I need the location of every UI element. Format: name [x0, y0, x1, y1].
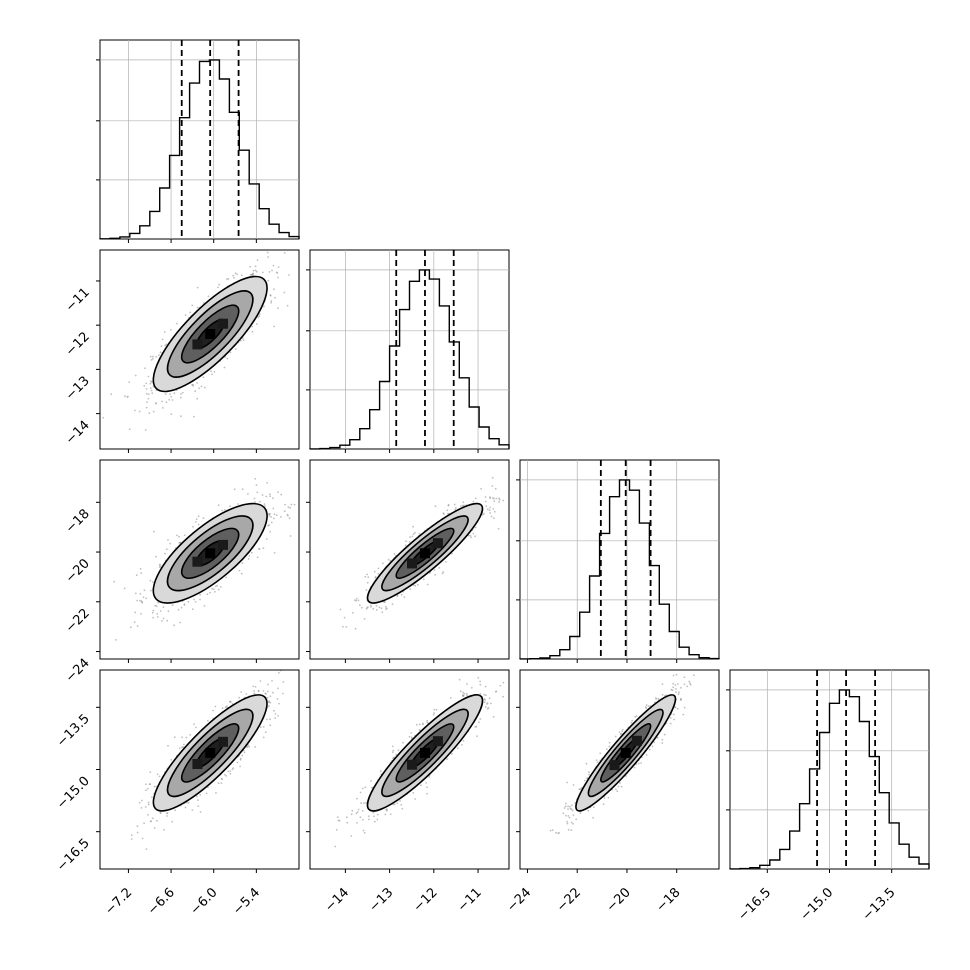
density-peak-cell [407, 558, 417, 569]
y-tick-label: −20 [63, 556, 93, 586]
x-tick-label: −16.5 [735, 885, 774, 924]
contour-line-3 [395, 723, 455, 783]
x-tick-label: −6.6 [145, 885, 178, 918]
density-peak-cell [205, 747, 216, 758]
y-tick-label: −22 [63, 606, 93, 636]
histogram-panel-2 [306, 249, 510, 453]
scatter-panel-2-4: −14 −13 −12 −11 [306, 669, 510, 915]
x-tick-label: −22 [554, 885, 584, 915]
contour-line-3 [180, 304, 240, 364]
density-peak-cell [609, 760, 620, 771]
x-tick-label: −15.0 [798, 885, 837, 924]
x-tick-label: −14 [322, 885, 352, 915]
contour-line-2 [381, 708, 469, 798]
y-tick-label: −15.0 [54, 774, 93, 813]
density-peak-cell [631, 735, 642, 746]
contour-line-3 [599, 723, 652, 783]
panel-content [113, 477, 296, 641]
y-tick-label: −13 [63, 374, 93, 404]
x-tick-label: −6.0 [188, 885, 221, 918]
x-tick-label: −12 [411, 885, 441, 915]
contour-line-1 [152, 694, 268, 812]
x-tick-label: −5.4 [230, 885, 263, 918]
x-tick-label: −20 [604, 885, 634, 915]
panel-frame [309, 249, 510, 450]
density-peak-cell [432, 538, 443, 549]
x-tick-label: −7.2 [102, 885, 135, 918]
histogram-panel-4: −16.5 −15.0 −13.5 [726, 669, 930, 924]
density-peak-cell [420, 548, 430, 559]
histogram-step-line [309, 269, 510, 450]
contour-line-2 [587, 708, 664, 798]
density-peak-cell [420, 747, 430, 758]
y-tick-label: −12 [63, 329, 93, 359]
contour-line-3 [395, 527, 455, 579]
scatter-panel-1-4: −7.2 −6.6 −6.0 −5.4 −16.5 −15.0 −13.5 [54, 669, 300, 918]
contour-line-1 [366, 502, 484, 604]
contour-line-2 [166, 708, 254, 798]
panel-content [102, 251, 290, 431]
contour-line-3 [180, 527, 240, 579]
panel-content [334, 676, 505, 848]
density-peak-cell [620, 747, 631, 758]
x-tick-label: −11 [455, 885, 485, 915]
contour-line-3 [180, 723, 240, 783]
y-tick-label: −16.5 [54, 836, 93, 875]
x-tick-label: −13.5 [860, 885, 899, 924]
contour-line-1 [152, 275, 268, 393]
panel-frame [99, 39, 300, 240]
y-tick-label: −13.5 [54, 712, 93, 751]
x-tick-label: −18 [654, 885, 684, 915]
x-tick-label: −13 [366, 885, 396, 915]
y-tick-label: −14 [63, 418, 93, 448]
contour-line-1 [575, 694, 677, 812]
density-peak-cell [192, 556, 203, 567]
contour-line-2 [166, 290, 254, 378]
scatter-panel-2-3 [306, 459, 510, 663]
density-peak-cell [218, 539, 228, 550]
panel-frame [99, 459, 300, 660]
density-peak-cell [218, 736, 228, 747]
panel-content [339, 476, 505, 630]
contour-line-2 [166, 515, 254, 592]
panel-content [130, 670, 285, 850]
density-peak-cell [432, 736, 443, 747]
histogram-step-line [99, 59, 300, 240]
scatter-panel-1-3: −24 −22 −20 −18 [63, 459, 300, 686]
contour-line-2 [381, 515, 469, 592]
histogram-panel-3 [516, 459, 720, 663]
x-tick-label: −24 [504, 885, 534, 915]
density-peak-cell [192, 339, 203, 350]
density-peak-cell [192, 759, 203, 769]
histogram-panel-1 [96, 39, 300, 243]
scatter-panel-1-2: −14 −13 −12 −11 [63, 249, 300, 453]
panel-content [549, 673, 695, 835]
y-tick-label: −11 [63, 285, 93, 315]
histogram-step-line [729, 689, 930, 870]
panel-frame [519, 459, 720, 660]
scatter-panel-3-4: −24 −22 −20 −18 [504, 669, 720, 915]
density-peak-cell [407, 759, 417, 770]
panel-frame [99, 249, 300, 450]
histogram-step-line [519, 479, 720, 660]
y-tick-label: −18 [63, 507, 93, 537]
contour-line-1 [366, 694, 484, 812]
density-peak-cell [205, 548, 216, 559]
y-tick-label: −24 [63, 656, 93, 686]
density-peak-cell [218, 318, 228, 329]
density-peak-cell [205, 329, 216, 339]
panel-frame [309, 459, 510, 660]
contour-line-1 [152, 502, 268, 604]
